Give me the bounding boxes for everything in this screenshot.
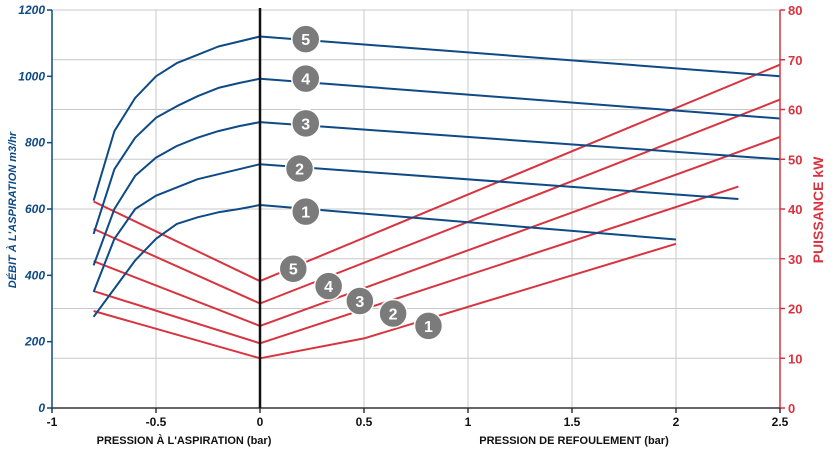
- power-curve-4: [93, 98, 781, 305]
- x-tick-label: 0: [257, 415, 264, 429]
- power-badge-1: 1: [413, 311, 444, 341]
- power-curve-3: [93, 135, 781, 327]
- y-left-tick-label: 200: [24, 335, 45, 349]
- power-badge-2: 2: [378, 298, 408, 329]
- x-axis-label-discharge: PRESSION DE REFOULEMENT (bar): [479, 435, 669, 447]
- flow-curve-4: [92, 77, 781, 235]
- curve-badges: 5 4 3 2 1 5 4 3 2 1: [278, 24, 444, 341]
- x-tick-label: 2: [673, 415, 680, 429]
- y-right-tick-label: 40: [788, 202, 802, 217]
- flow-badge-circle: [284, 153, 315, 184]
- flow-badge-3: 3: [291, 108, 321, 139]
- x-tick-label: 1.5: [564, 415, 581, 429]
- power-badge-label: 3: [355, 294, 364, 311]
- power-badge-5: 5: [278, 253, 309, 284]
- flow-badge-circle: [291, 24, 321, 54]
- power-badge-label: 5: [289, 262, 298, 279]
- flow-curve-2: [92, 163, 739, 293]
- y-right-tick-label: 20: [788, 302, 802, 317]
- y-right-axis-label: PUISSANCE kW: [810, 156, 826, 263]
- power-badge-circle: [313, 271, 344, 301]
- x-tick-label: 0.5: [356, 415, 373, 429]
- flow-badge-label: 3: [301, 116, 310, 133]
- y-right-tick-label: 10: [788, 351, 802, 366]
- x-tick-label: 1: [465, 415, 472, 429]
- flow-curve-1: [92, 204, 677, 318]
- y-left-tick-label: 600: [25, 202, 45, 216]
- y-right-tick-label: 30: [788, 252, 802, 267]
- power-badge-circle: [378, 298, 408, 329]
- x-axis-label-suction: PRESSION À L'ASPIRATION (bar): [97, 434, 272, 447]
- y-left-tick-label: 1200: [18, 3, 45, 17]
- y-right-tick-label: 0: [788, 401, 795, 416]
- flow-badge-label: 4: [301, 72, 310, 89]
- x-tick-label: -0.5: [146, 415, 167, 429]
- power-badge-3: 3: [345, 286, 375, 316]
- flow-badge-1: 1: [291, 196, 321, 227]
- y-right-tick-label: 80: [788, 3, 802, 18]
- y-left-tick-label: 400: [24, 268, 45, 282]
- flow-badge-5: 5: [291, 24, 321, 54]
- flow-badge-circle: [291, 63, 321, 94]
- flow-badge-label: 5: [301, 32, 310, 49]
- y-left-tick-label: 800: [25, 136, 45, 150]
- power-badge-4: 4: [313, 271, 344, 301]
- y-left-tick-label: 1000: [18, 69, 45, 83]
- flow-badge-4: 4: [291, 63, 321, 94]
- flow-badge-2: 2: [284, 153, 315, 184]
- power-badge-label: 2: [389, 306, 398, 323]
- power-badge-label: 1: [424, 319, 433, 336]
- flow-badge-label: 1: [301, 205, 310, 222]
- y-right-tick-label: 50: [788, 152, 802, 167]
- grid: [52, 9, 780, 408]
- tick-labels: 02004006008001000120001020304050607080-1…: [18, 3, 802, 429]
- flow-badge-circle: [291, 196, 321, 227]
- y-right-tick-label: 70: [788, 53, 802, 68]
- y-right-tick-label: 60: [788, 103, 802, 118]
- y-left-tick-label: 0: [38, 401, 45, 415]
- power-badge-circle: [278, 253, 309, 284]
- x-tick-label: 2.5: [772, 415, 789, 429]
- flow-badge-circle: [291, 108, 321, 139]
- flow-curve-5: [92, 35, 781, 201]
- power-badge-label: 4: [324, 279, 333, 296]
- power-badge-circle: [345, 286, 375, 316]
- flow-curve-3: [92, 121, 781, 266]
- power-badge-circle: [413, 311, 444, 341]
- power-curve-1: [93, 242, 677, 360]
- y-left-axis-label: DÉBIT À L'ASPIRATION m3/hr: [6, 131, 19, 288]
- flow-badge-label: 2: [295, 162, 304, 179]
- flow-curves: [92, 35, 781, 318]
- x-tick-label: -1: [47, 415, 58, 429]
